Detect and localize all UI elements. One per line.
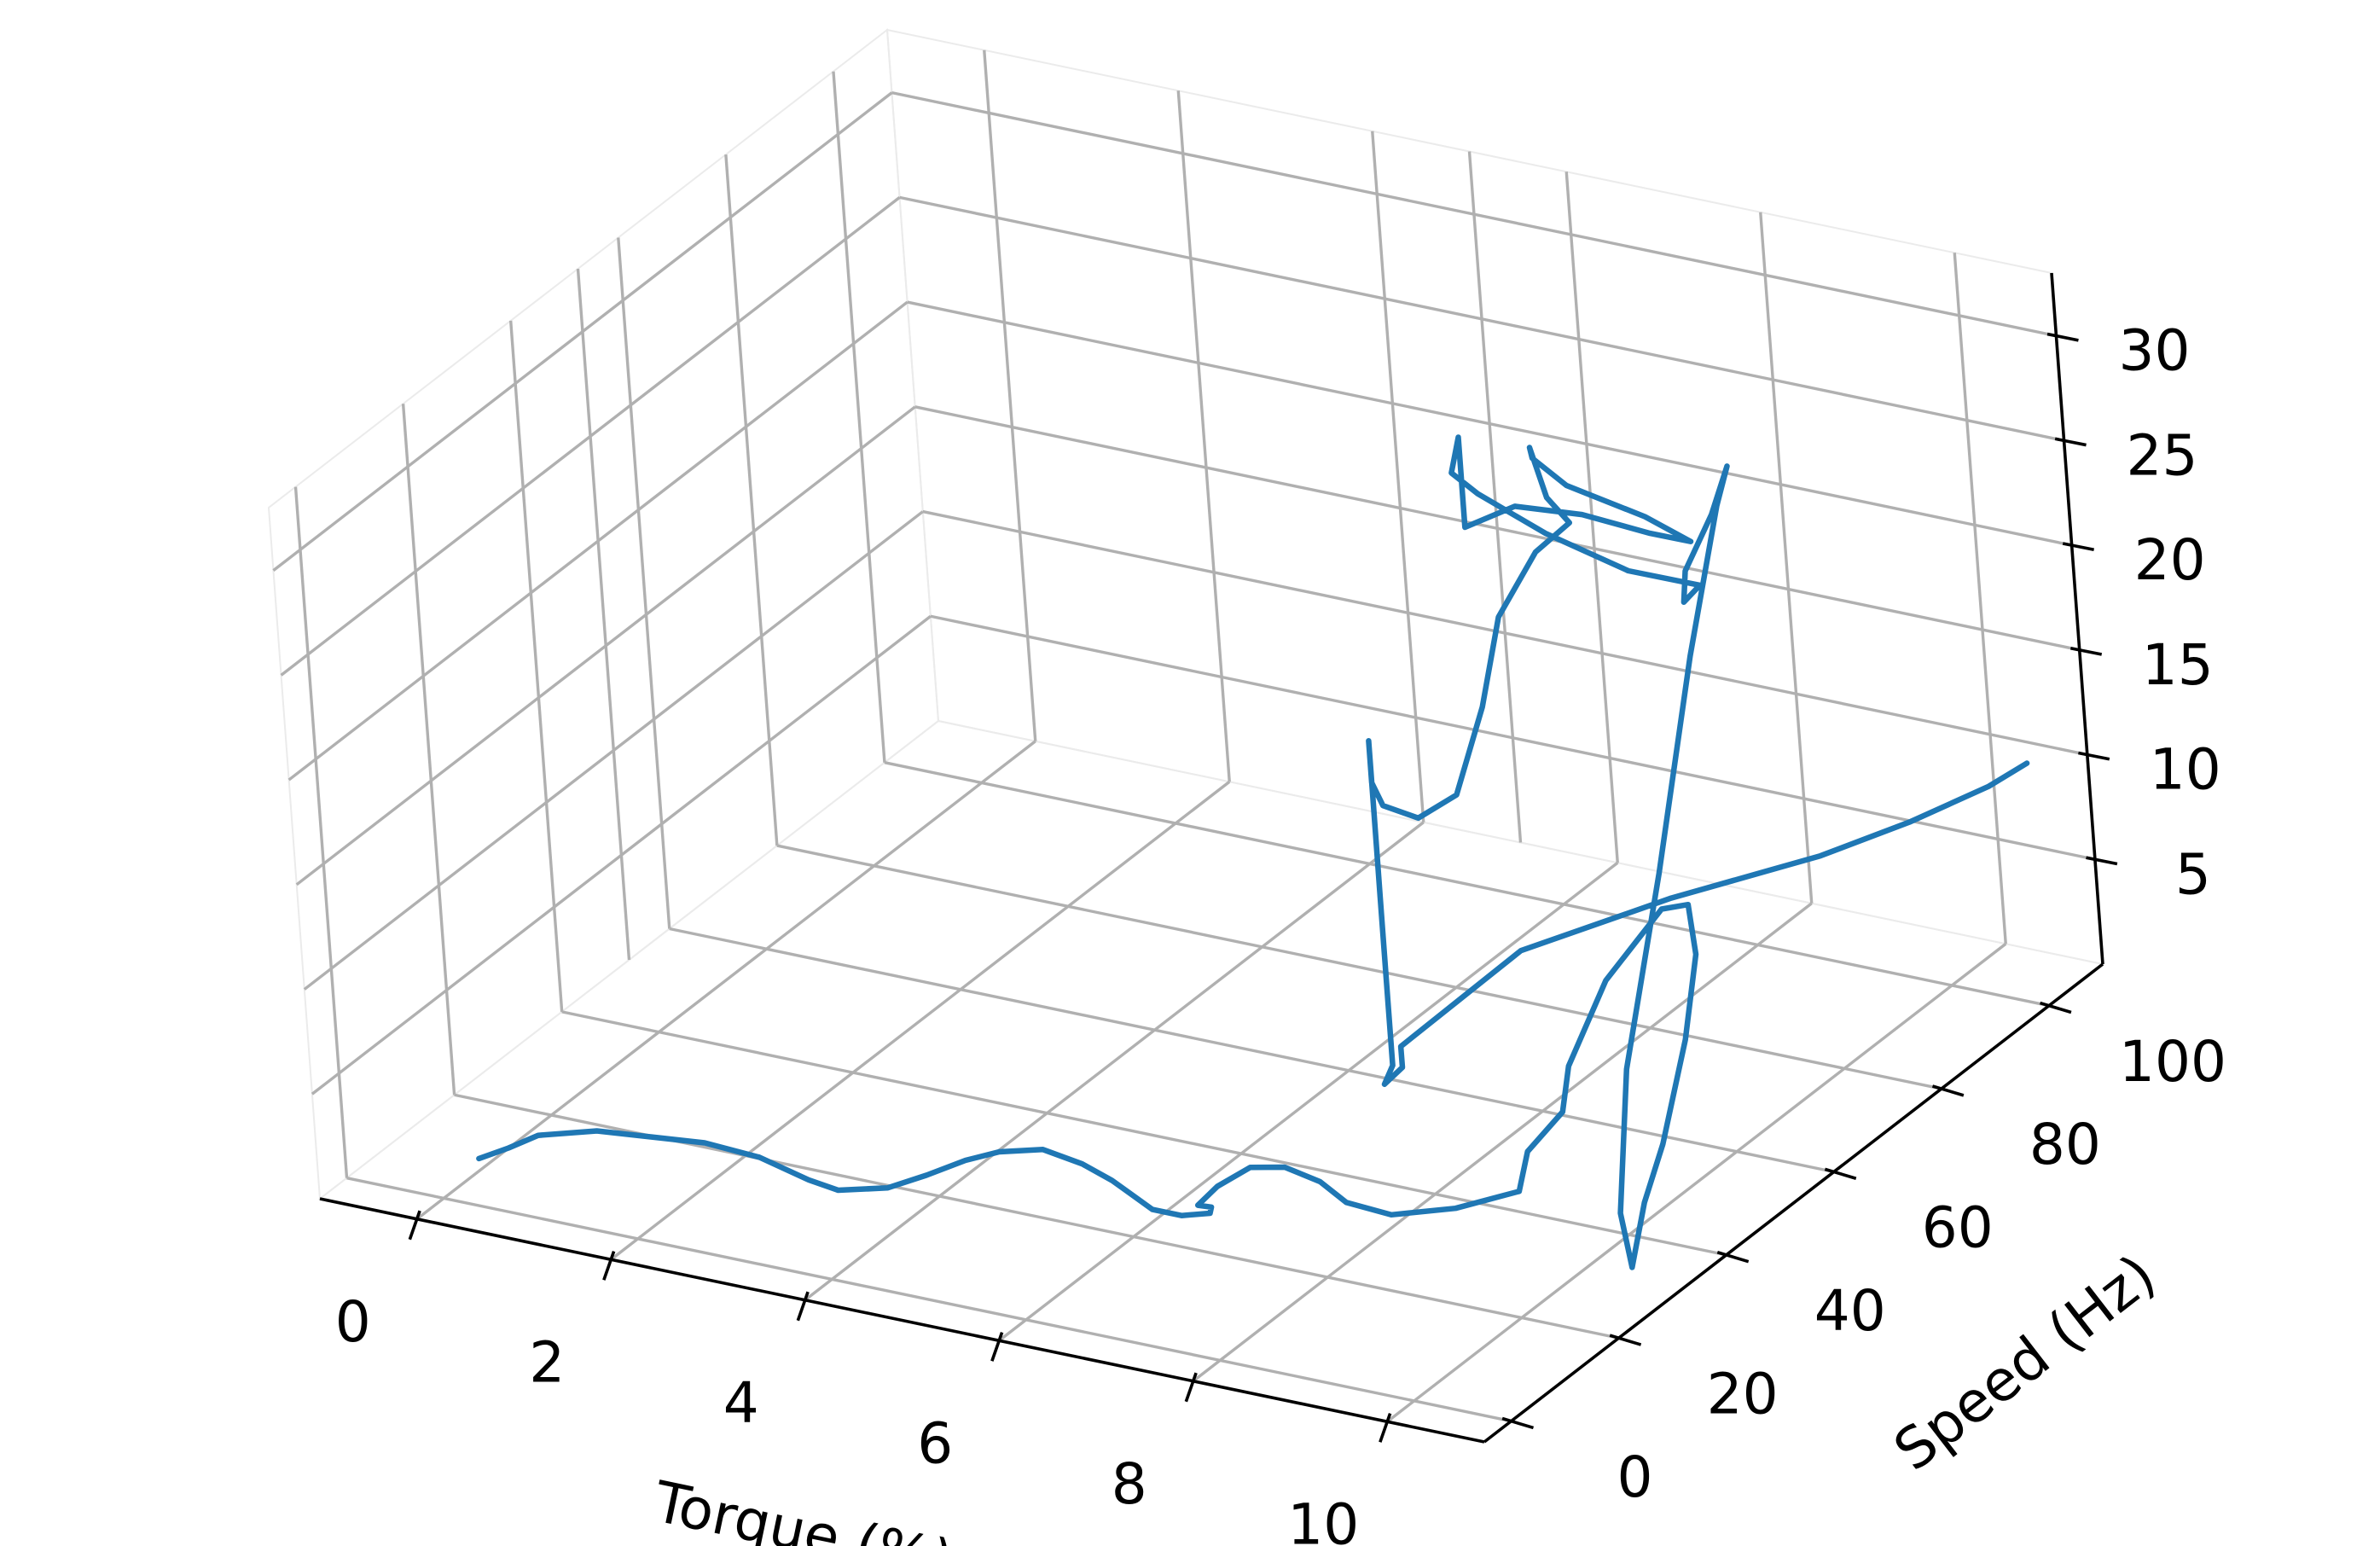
- floor-gridline-x: [610, 780, 1231, 1261]
- floor-gridline-x: [415, 740, 1036, 1221]
- left-gridline-y-minor: [576, 268, 631, 961]
- x-tick-label: 2: [529, 1329, 565, 1395]
- back-gridline-x: [1953, 253, 2007, 944]
- z-tick-mark: [2062, 542, 2094, 552]
- floor-gridline-y: [776, 844, 1942, 1090]
- y-tick-label: 40: [1814, 1278, 1886, 1344]
- chart-axes: [319, 272, 2104, 1444]
- x-tick-label: 4: [723, 1370, 759, 1436]
- y-tick-label: 80: [2029, 1112, 2101, 1177]
- y-tick-mark: [1931, 1084, 1965, 1097]
- x-axis-label: Torque (%): [648, 1468, 959, 1546]
- z-tick-mark: [2069, 646, 2103, 656]
- z-tick-mark: [2054, 437, 2087, 447]
- y-axis-label: Speed (Hz): [1882, 1242, 2168, 1484]
- floor-gridline-x: [1386, 942, 2007, 1423]
- z-tick-label: 25: [2127, 422, 2198, 488]
- z-tick-label: 5: [2175, 841, 2211, 907]
- y-axis-line: [1483, 962, 2104, 1444]
- y-tick-mark: [1716, 1251, 1750, 1264]
- series-line-0: [476, 434, 2030, 1270]
- left-gridline-y: [401, 404, 456, 1096]
- back-gridline-x: [983, 49, 1037, 741]
- chart-gridlines: [272, 49, 2096, 1423]
- y-tick-mark: [1609, 1334, 1642, 1346]
- y-tick-label: 20: [1707, 1361, 1779, 1427]
- y-tick-mark: [1501, 1416, 1535, 1430]
- z-tick-mark: [2046, 332, 2079, 342]
- x-tick-label: 0: [335, 1289, 371, 1355]
- z-tick-label: 20: [2134, 527, 2206, 593]
- floor-gridline-y: [561, 1010, 1727, 1257]
- floor-gridline-x: [804, 821, 1425, 1302]
- x-tick-mark: [408, 1210, 421, 1241]
- back-gridline-x: [1371, 131, 1425, 822]
- x-tick-mark: [990, 1332, 1004, 1362]
- left-gridline-y: [509, 320, 564, 1012]
- x-axis-line: [319, 1197, 1485, 1444]
- z-tick-label: 30: [2119, 318, 2191, 384]
- z-tick-mark: [2078, 751, 2110, 761]
- floor-gridline-y: [669, 927, 1835, 1174]
- z-axis-line: [2050, 272, 2104, 965]
- x-tick-mark: [1184, 1372, 1198, 1403]
- x-tick-mark: [796, 1291, 810, 1322]
- y-tick-label: 60: [1922, 1195, 1994, 1261]
- floor-gridline-x: [998, 861, 1619, 1342]
- x-tick-label: 8: [1112, 1451, 1147, 1517]
- x-tick-label: 6: [917, 1410, 953, 1476]
- back-gridline-x: [1759, 212, 1814, 904]
- floor-gridline-y: [884, 761, 2050, 1008]
- z-tick-label: 15: [2142, 632, 2214, 698]
- z-tick-label: 10: [2150, 737, 2221, 803]
- left-gridline-y: [293, 486, 349, 1178]
- y-tick-mark: [1824, 1167, 1857, 1181]
- z-tick-mark: [2086, 856, 2118, 866]
- left-gridline-y: [724, 154, 779, 846]
- x-tick-mark: [602, 1251, 616, 1281]
- chart-series: [476, 434, 2030, 1270]
- back-gridline-x-minor: [1467, 151, 1523, 843]
- chart-panes: [267, 28, 2105, 1444]
- back-gridline-x: [1176, 90, 1231, 782]
- left-gridline-y: [617, 237, 671, 929]
- y-tick-label: 0: [1617, 1444, 1653, 1510]
- x-tick-label: 10: [1287, 1491, 1359, 1546]
- floor-gridline-y: [454, 1093, 1619, 1340]
- floor-gridline-x: [1192, 902, 1813, 1383]
- x-tick-mark: [1379, 1413, 1392, 1443]
- left-gridline-y: [832, 71, 886, 763]
- floor-gridline-y: [346, 1176, 1512, 1423]
- y-tick-mark: [2040, 1001, 2072, 1014]
- y-tick-label: 100: [2119, 1029, 2226, 1095]
